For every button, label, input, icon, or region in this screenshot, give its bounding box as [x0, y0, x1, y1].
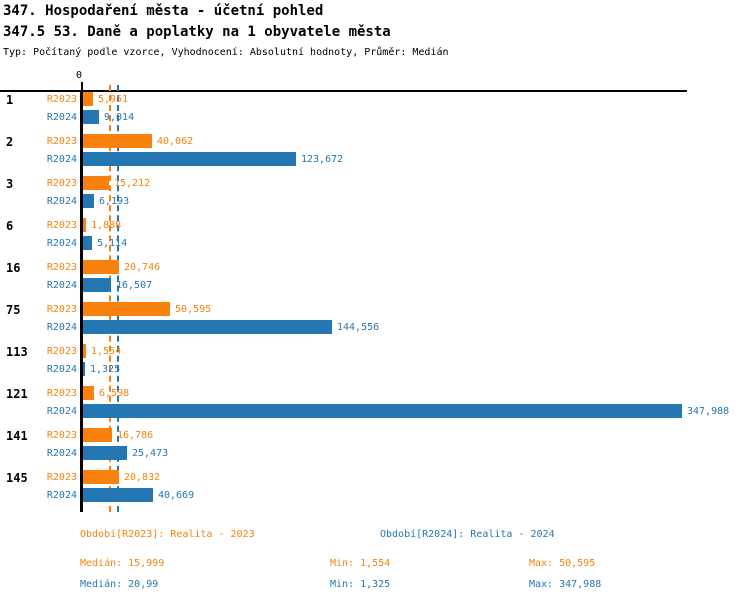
series-label-r2023: R2023: [46, 178, 77, 189]
value-label-r2024: 144,556: [337, 322, 380, 333]
stat-min-2024: Min: 1,325: [330, 579, 391, 590]
series-label-r2024: R2024: [46, 364, 77, 375]
value-label-r2024: 9,014: [104, 112, 135, 123]
category-label: 145: [6, 471, 28, 485]
value-label-r2024: 1,325: [90, 364, 121, 375]
series-label-r2024: R2024: [46, 406, 77, 417]
series-label-r2023: R2023: [46, 304, 77, 315]
series-label-r2023: R2023: [46, 220, 77, 231]
category-label: 16: [6, 261, 21, 275]
value-label-r2023: 1,554: [91, 346, 122, 357]
value-label-r2023: 1,888: [91, 220, 122, 231]
series-label-r2024: R2024: [46, 238, 77, 249]
stat-median-2024: Medián: 20,99: [80, 579, 159, 590]
bar-r2023: [83, 470, 119, 484]
value-label-r2023: 16,786: [117, 430, 154, 441]
value-label-r2023: 5,951: [98, 94, 129, 105]
series-label-r2023: R2023: [46, 388, 77, 399]
bar-r2023: [83, 134, 152, 148]
stat-median-2023: Medián: 15,999: [80, 558, 165, 569]
series-label-r2024: R2024: [46, 448, 77, 459]
bar-r2023: [83, 302, 170, 316]
bar-r2024: [83, 320, 332, 334]
legend-period-2023: Období[R2023]: Realita - 2023: [80, 529, 255, 540]
category-label: 3: [6, 177, 14, 191]
axis-zero-tick: [81, 82, 83, 91]
bar-r2024: [83, 446, 127, 460]
category-label: 2: [6, 135, 14, 149]
series-label-r2023: R2023: [46, 136, 77, 147]
value-label-r2024: 16,507: [116, 280, 153, 291]
value-label-r2024: 5,114: [97, 238, 128, 249]
value-label-r2023: 20,746: [124, 262, 161, 273]
bar-r2024: [83, 152, 296, 166]
bar-r2024: [83, 488, 153, 502]
bar-r2024: [83, 236, 92, 250]
series-label-r2024: R2024: [46, 154, 77, 165]
value-label-r2023: 6,598: [99, 388, 130, 399]
bar-r2024: [83, 110, 99, 124]
median-line-r2023: [109, 85, 111, 512]
stat-max-2024: Max: 347,988: [529, 579, 602, 590]
category-label: 121: [6, 387, 28, 401]
legend-period-2024: Období[R2024]: Realita - 2024: [380, 529, 555, 540]
bar-r2024: [83, 404, 682, 418]
report-title: 347. Hospodaření města - účetní pohled: [3, 3, 324, 19]
bar-r2023: [83, 218, 86, 232]
series-label-r2023: R2023: [46, 430, 77, 441]
category-label: 75: [6, 303, 21, 317]
bar-r2023: [83, 260, 119, 274]
axis-vertical-line: [80, 90, 83, 512]
stat-min-2023: Min: 1,554: [330, 558, 391, 569]
bar-r2023: [83, 344, 86, 358]
value-label-r2023: 20,832: [124, 472, 161, 483]
series-label-r2024: R2024: [46, 196, 77, 207]
bar-r2024: [83, 278, 111, 292]
value-label-r2024: 40,669: [158, 490, 195, 501]
category-label: 141: [6, 429, 28, 443]
series-label-r2024: R2024: [46, 112, 77, 123]
indicator-subtitle: Typ: Počítaný podle vzorce, Vyhodnocení:…: [3, 47, 449, 58]
bar-r2023: [83, 92, 93, 106]
series-label-r2024: R2024: [46, 490, 77, 501]
indicator-title: 347.5 53. Daně a poplatky na 1 obyvatele…: [3, 24, 391, 40]
value-label-r2024: 123,672: [301, 154, 344, 165]
value-label-r2024: 6,193: [99, 196, 130, 207]
bar-r2023: [83, 176, 109, 190]
series-label-r2024: R2024: [46, 280, 77, 291]
series-label-r2023: R2023: [46, 346, 77, 357]
series-label-r2023: R2023: [46, 94, 77, 105]
median-line-r2024: [117, 85, 119, 512]
axis-top-line: [0, 90, 687, 92]
bar-r2023: [83, 386, 94, 400]
stat-max-2023: Max: 50,595: [529, 558, 596, 569]
value-label-r2023: 40,062: [157, 136, 194, 147]
value-label-r2024: 347,988: [687, 406, 730, 417]
category-label: 1: [6, 93, 14, 107]
series-label-r2024: R2024: [46, 322, 77, 333]
axis-zero-label: 0: [76, 70, 83, 81]
series-label-r2023: R2023: [46, 262, 77, 273]
value-label-r2024: 25,473: [132, 448, 169, 459]
bar-r2023: [83, 428, 112, 442]
value-label-r2023: 15,212: [114, 178, 151, 189]
category-label: 113: [6, 345, 28, 359]
series-label-r2023: R2023: [46, 472, 77, 483]
bar-r2024: [83, 194, 94, 208]
value-label-r2023: 50,595: [175, 304, 212, 315]
category-label: 6: [6, 219, 14, 233]
bar-r2024: [83, 362, 85, 376]
